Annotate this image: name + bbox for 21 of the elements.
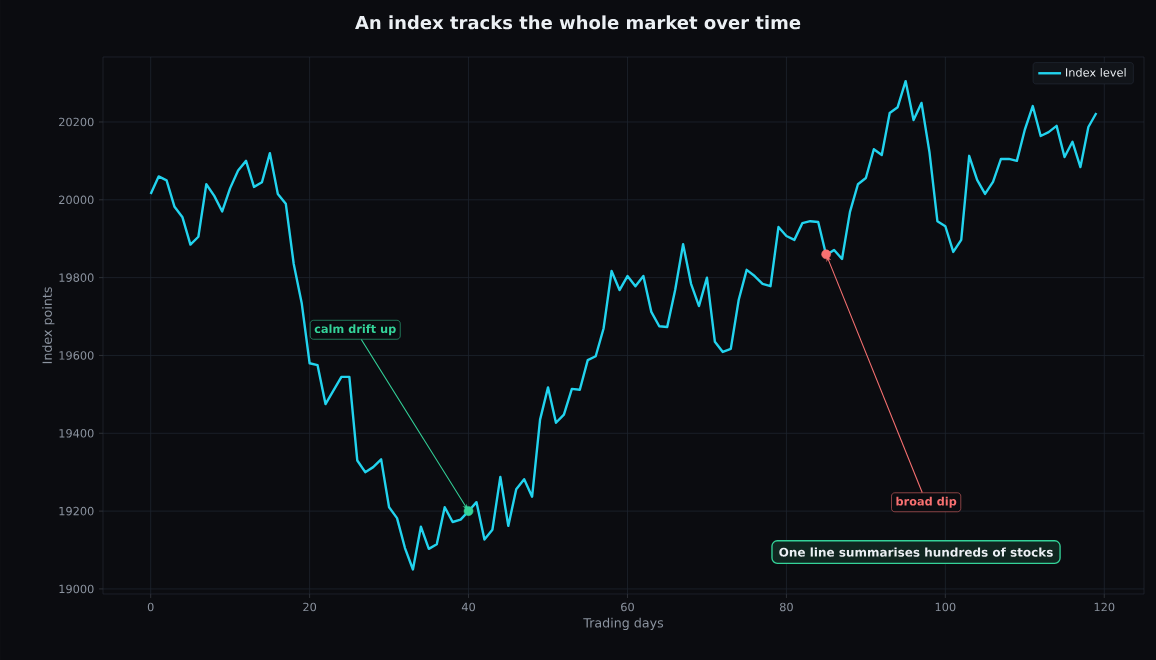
x-tick-label: 40 [461,602,476,612]
y-tick-label: 19000 [59,584,94,594]
annotation: One line summarises hundreds of stocks [779,547,1053,557]
x-tick-label: 80 [779,602,793,612]
y-tick-label: 19600 [59,351,94,360]
x-tick-label: 120 [1094,602,1115,612]
y-axis-title: Index points [42,287,55,364]
legend-label: Index level [1066,67,1126,77]
x-tick-label: 60 [621,602,634,612]
y-tick-label: 20200 [59,117,94,127]
chart-title: An index tracks the whole market over time [355,15,801,30]
annotation: calm drift up [314,324,396,336]
x-tick-label: 100 [935,602,956,612]
y-tick-label: 20000 [59,195,94,205]
y-tick-label: 19800 [59,273,94,282]
x-tick-label: 20 [303,602,317,612]
y-tick-label: 19400 [59,428,94,438]
x-axis-title: Trading days [583,617,664,631]
annotation: broad dip [896,496,957,508]
x-tick-label: 0 [147,602,154,612]
y-tick-label: 19200 [59,506,94,516]
